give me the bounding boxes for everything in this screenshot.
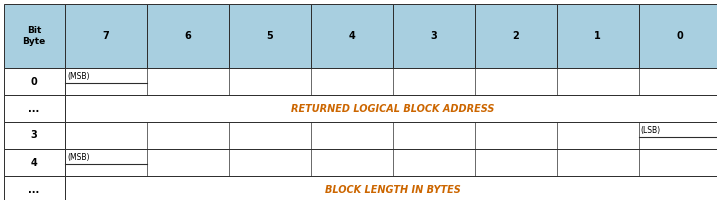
Text: 4: 4 bbox=[31, 158, 37, 168]
Text: (MSB): (MSB) bbox=[67, 72, 90, 81]
Text: ...: ... bbox=[29, 104, 39, 114]
Bar bbox=[65, 176, 717, 200]
Text: 3: 3 bbox=[430, 31, 437, 41]
Text: (LSB): (LSB) bbox=[641, 126, 661, 135]
Bar bbox=[556, 4, 639, 68]
Text: 1: 1 bbox=[594, 31, 601, 41]
Text: (MSB): (MSB) bbox=[67, 153, 90, 162]
Text: ...: ... bbox=[29, 185, 39, 195]
Bar bbox=[65, 95, 717, 122]
Text: RETURNED LOGICAL BLOCK ADDRESS: RETURNED LOGICAL BLOCK ADDRESS bbox=[291, 104, 494, 114]
Bar bbox=[146, 4, 229, 68]
Bar bbox=[65, 122, 717, 149]
Bar bbox=[65, 149, 717, 176]
Text: Bit
Byte: Bit Byte bbox=[22, 26, 46, 46]
Text: 2: 2 bbox=[512, 31, 519, 41]
Bar bbox=[310, 4, 393, 68]
Bar bbox=[65, 4, 146, 68]
Bar bbox=[4, 95, 65, 122]
Bar bbox=[4, 4, 65, 68]
Bar bbox=[393, 4, 475, 68]
Bar bbox=[4, 176, 65, 200]
Bar bbox=[639, 4, 717, 68]
Bar bbox=[4, 122, 65, 149]
Text: 5: 5 bbox=[266, 31, 273, 41]
Bar bbox=[4, 68, 65, 95]
Bar bbox=[475, 4, 556, 68]
Bar bbox=[229, 4, 310, 68]
Bar bbox=[65, 68, 717, 95]
Text: 3: 3 bbox=[31, 131, 37, 141]
Text: 0: 0 bbox=[31, 77, 37, 87]
Text: 6: 6 bbox=[184, 31, 191, 41]
Text: 7: 7 bbox=[102, 31, 109, 41]
Text: 0: 0 bbox=[676, 31, 683, 41]
Text: 4: 4 bbox=[348, 31, 355, 41]
Bar bbox=[4, 149, 65, 176]
Text: BLOCK LENGTH IN BYTES: BLOCK LENGTH IN BYTES bbox=[325, 185, 460, 195]
